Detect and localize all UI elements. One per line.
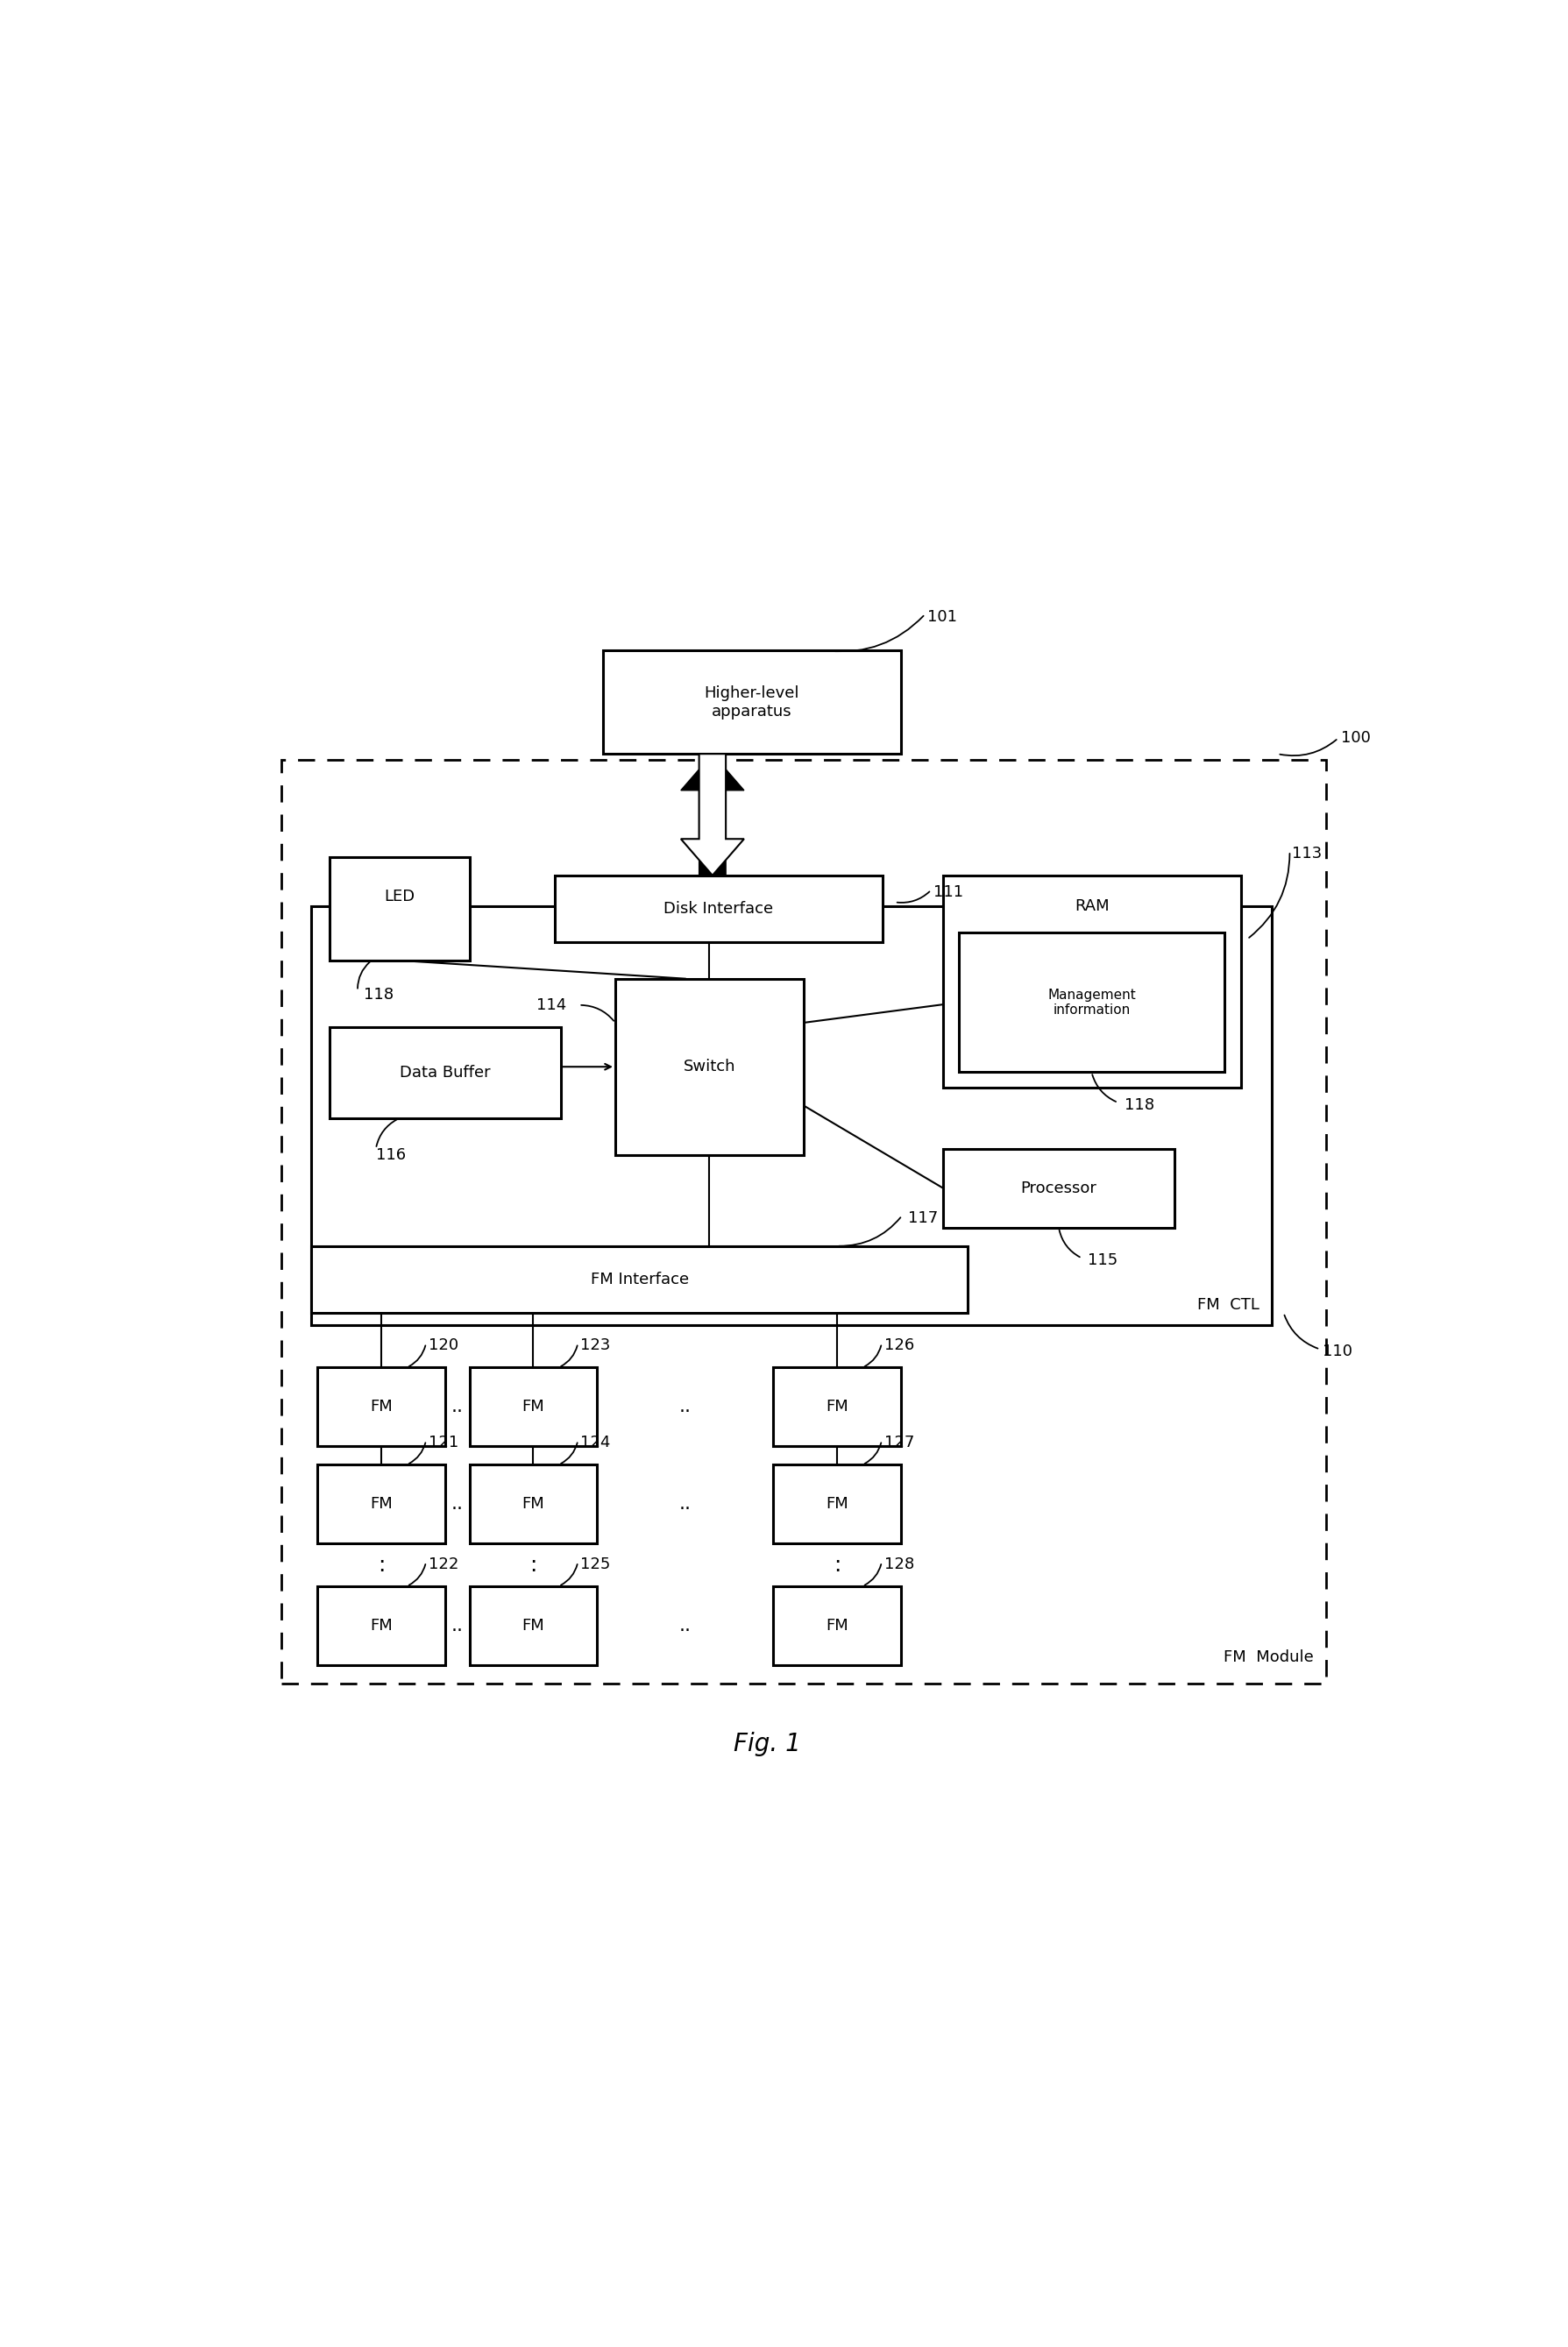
Bar: [317, 1465, 445, 1544]
Bar: [317, 1368, 445, 1446]
Text: Data Buffer: Data Buffer: [400, 1066, 491, 1080]
Text: 128: 128: [884, 1556, 914, 1572]
Text: 124: 124: [580, 1434, 610, 1450]
Text: 113: 113: [1292, 845, 1322, 861]
Text: ..: ..: [679, 1495, 691, 1514]
Text: 127: 127: [884, 1434, 914, 1450]
Text: Management
information: Management information: [1047, 988, 1135, 1016]
Text: 118: 118: [364, 986, 394, 1002]
Text: 111: 111: [933, 885, 963, 901]
Text: 121: 121: [428, 1434, 458, 1450]
Text: Higher-level
apparatus: Higher-level apparatus: [704, 685, 800, 718]
Text: FM: FM: [826, 1617, 848, 1634]
Bar: [469, 1368, 597, 1446]
Text: 101: 101: [928, 608, 958, 624]
Bar: [944, 1148, 1174, 1227]
Text: 115: 115: [1088, 1253, 1118, 1267]
Bar: [773, 1368, 900, 1446]
Bar: [281, 760, 1327, 1683]
Text: RAM: RAM: [1074, 899, 1110, 913]
Text: :: :: [378, 1554, 386, 1575]
Text: Switch: Switch: [684, 1058, 735, 1075]
Bar: [555, 875, 883, 941]
Text: FM  CTL: FM CTL: [1198, 1298, 1259, 1312]
Text: FM: FM: [370, 1497, 392, 1511]
Text: Fig. 1: Fig. 1: [734, 1732, 801, 1756]
Text: 110: 110: [1322, 1345, 1352, 1359]
Bar: [469, 1465, 597, 1544]
Text: FM: FM: [522, 1617, 544, 1634]
Bar: [469, 1587, 597, 1666]
Text: FM Interface: FM Interface: [591, 1272, 688, 1286]
Bar: [944, 875, 1242, 1089]
Text: Processor: Processor: [1021, 1181, 1098, 1197]
Text: ..: ..: [452, 1495, 464, 1514]
Text: 114: 114: [536, 997, 566, 1014]
FancyArrow shape: [681, 753, 745, 875]
Bar: [773, 1587, 900, 1666]
Text: FM: FM: [826, 1497, 848, 1511]
Bar: [317, 1587, 445, 1666]
Bar: [312, 906, 1272, 1326]
Text: FM: FM: [370, 1617, 392, 1634]
Text: ..: ..: [679, 1399, 691, 1415]
Text: ..: ..: [452, 1617, 464, 1634]
Text: FM: FM: [370, 1399, 392, 1415]
Text: 125: 125: [580, 1556, 610, 1572]
Text: 122: 122: [428, 1556, 459, 1572]
Text: 123: 123: [580, 1338, 610, 1354]
Text: FM: FM: [522, 1399, 544, 1415]
Bar: [312, 1246, 967, 1312]
Bar: [615, 979, 804, 1155]
Text: ..: ..: [452, 1399, 464, 1415]
Bar: [329, 857, 469, 960]
Text: :: :: [530, 1554, 536, 1575]
Text: 117: 117: [908, 1211, 938, 1225]
Text: Disk Interface: Disk Interface: [663, 901, 773, 918]
Bar: [604, 650, 902, 753]
Text: FM: FM: [826, 1399, 848, 1415]
Text: 116: 116: [376, 1148, 406, 1162]
Bar: [329, 1028, 561, 1120]
Text: ..: ..: [679, 1617, 691, 1634]
Bar: [960, 932, 1225, 1073]
Text: 118: 118: [1124, 1096, 1154, 1112]
Text: 100: 100: [1341, 730, 1370, 746]
Text: 120: 120: [428, 1338, 458, 1354]
Text: :: :: [833, 1554, 840, 1575]
FancyArrow shape: [681, 753, 745, 875]
Text: FM: FM: [522, 1497, 544, 1511]
Text: LED: LED: [384, 890, 416, 904]
Text: FM  Module: FM Module: [1225, 1650, 1314, 1666]
Text: 126: 126: [884, 1338, 914, 1354]
Bar: [773, 1465, 900, 1544]
